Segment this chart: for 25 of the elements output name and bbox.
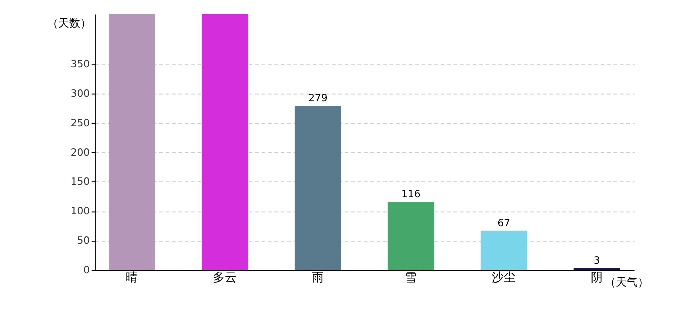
- x-tick-label: 多云: [213, 270, 238, 285]
- data-label: 116: [402, 189, 421, 200]
- data-label: 279: [308, 94, 328, 105]
- x-tick-label: 沙尘: [492, 270, 516, 285]
- bar: [109, 14, 156, 270]
- y-tick-label: 50: [77, 236, 90, 248]
- y-tick-label: 0: [84, 265, 90, 276]
- x-axis-title: （天气）: [604, 276, 649, 289]
- y-axis-title: （天数）: [47, 17, 92, 30]
- data-label: 67: [498, 218, 511, 230]
- data-label: 3: [594, 256, 600, 267]
- x-tick-label: 雪: [405, 270, 418, 285]
- y-tick-label: 300: [70, 88, 90, 100]
- y-tick-label: 200: [70, 148, 90, 159]
- bar: [202, 14, 248, 270]
- x-tick-label: 晴: [126, 270, 138, 285]
- y-tick-label: 250: [70, 118, 90, 130]
- bar: [388, 202, 434, 270]
- bar: [480, 230, 528, 270]
- x-tick-label: 雨: [312, 270, 324, 285]
- y-tick-label: 350: [70, 60, 90, 71]
- bar: [294, 106, 342, 270]
- y-tick-label: 150: [70, 177, 90, 188]
- x-tick-label: 阴: [591, 270, 604, 285]
- y-tick-label: 100: [70, 206, 90, 218]
